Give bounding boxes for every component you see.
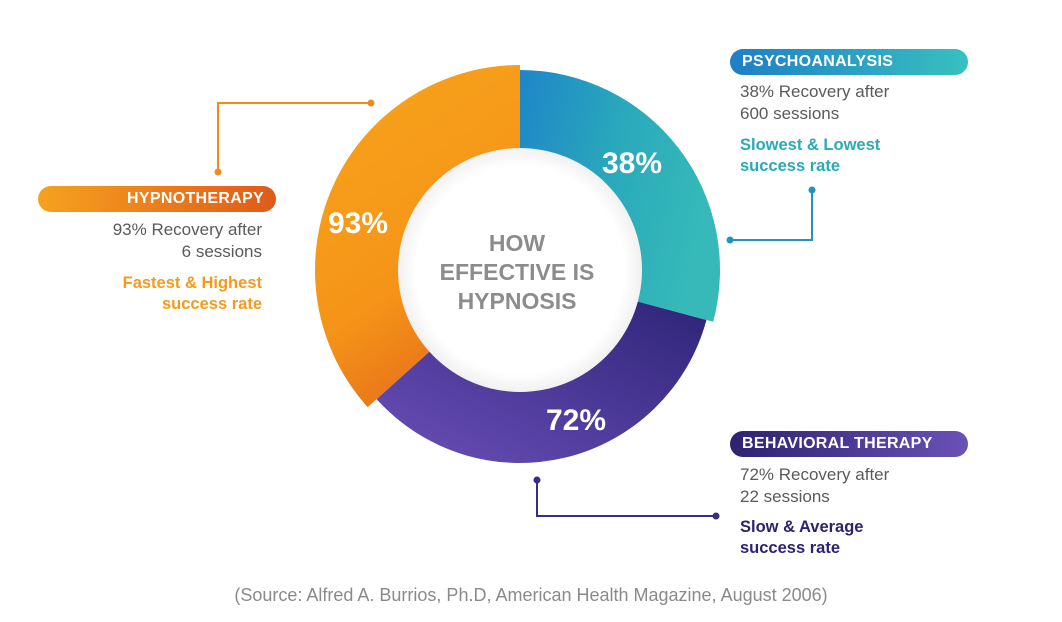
behavioral-recovery-line-2: 22 sessions (740, 487, 830, 506)
psychoanalysis-tagline-1: Slowest & Lowest (740, 136, 881, 154)
pill-hypnotherapy: HYPNOTHERAPY (127, 190, 264, 207)
hypnotherapy-tagline-2: success rate (162, 295, 262, 313)
segment-hypnotherapy (315, 65, 520, 408)
behavioral-recovery-line-1: 72% Recovery after (740, 465, 890, 484)
hypnotherapy-tagline-1: Fastest & Highest (122, 274, 262, 292)
center-hole (398, 148, 642, 392)
pill-bg-psychoanalysis (730, 49, 968, 75)
connector-hypnotherapy (214, 99, 375, 176)
value-label-psychoanalysis: 38% (602, 147, 662, 180)
segment-psychoanalysis (520, 70, 721, 322)
hypnotherapy-recovery-line-1: 93% Recovery after (112, 220, 262, 239)
value-label-hypnotherapy: 93% (328, 207, 388, 240)
pill-psychoanalysis: PSYCHOANALYSIS (742, 53, 894, 70)
chart-title-line-2: EFFECTIVE IS (440, 259, 595, 285)
connector-behavioral-therapy (533, 476, 720, 520)
psychoanalysis-tagline-2: success rate (740, 157, 840, 175)
behavioral-tagline-1: Slow & Average (740, 518, 864, 536)
hypnotherapy-recovery-line-2: 6 sessions (181, 242, 262, 261)
psychoanalysis-recovery-line-2: 600 sessions (740, 104, 840, 123)
chart-title-line-1: HOW (489, 230, 546, 256)
chart-title-line-3: HYPNOSIS (458, 288, 577, 314)
psychoanalysis-recovery-line-1: 38% Recovery after (740, 82, 890, 101)
pill-bg-behavioral-therapy (730, 431, 968, 457)
connector-psychoanalysis (726, 186, 816, 244)
behavioral-tagline-2: success rate (740, 539, 840, 557)
value-label-behavioral-therapy: 72% (546, 404, 606, 437)
pill-behavioral-therapy: BEHAVIORAL THERAPY (742, 435, 933, 452)
pill-bg-hypnotherapy (38, 186, 276, 212)
source-citation: (Source: Alfred A. Burrios, Ph.D, Americ… (234, 585, 828, 605)
segment-behavioral-therapy (376, 300, 707, 463)
